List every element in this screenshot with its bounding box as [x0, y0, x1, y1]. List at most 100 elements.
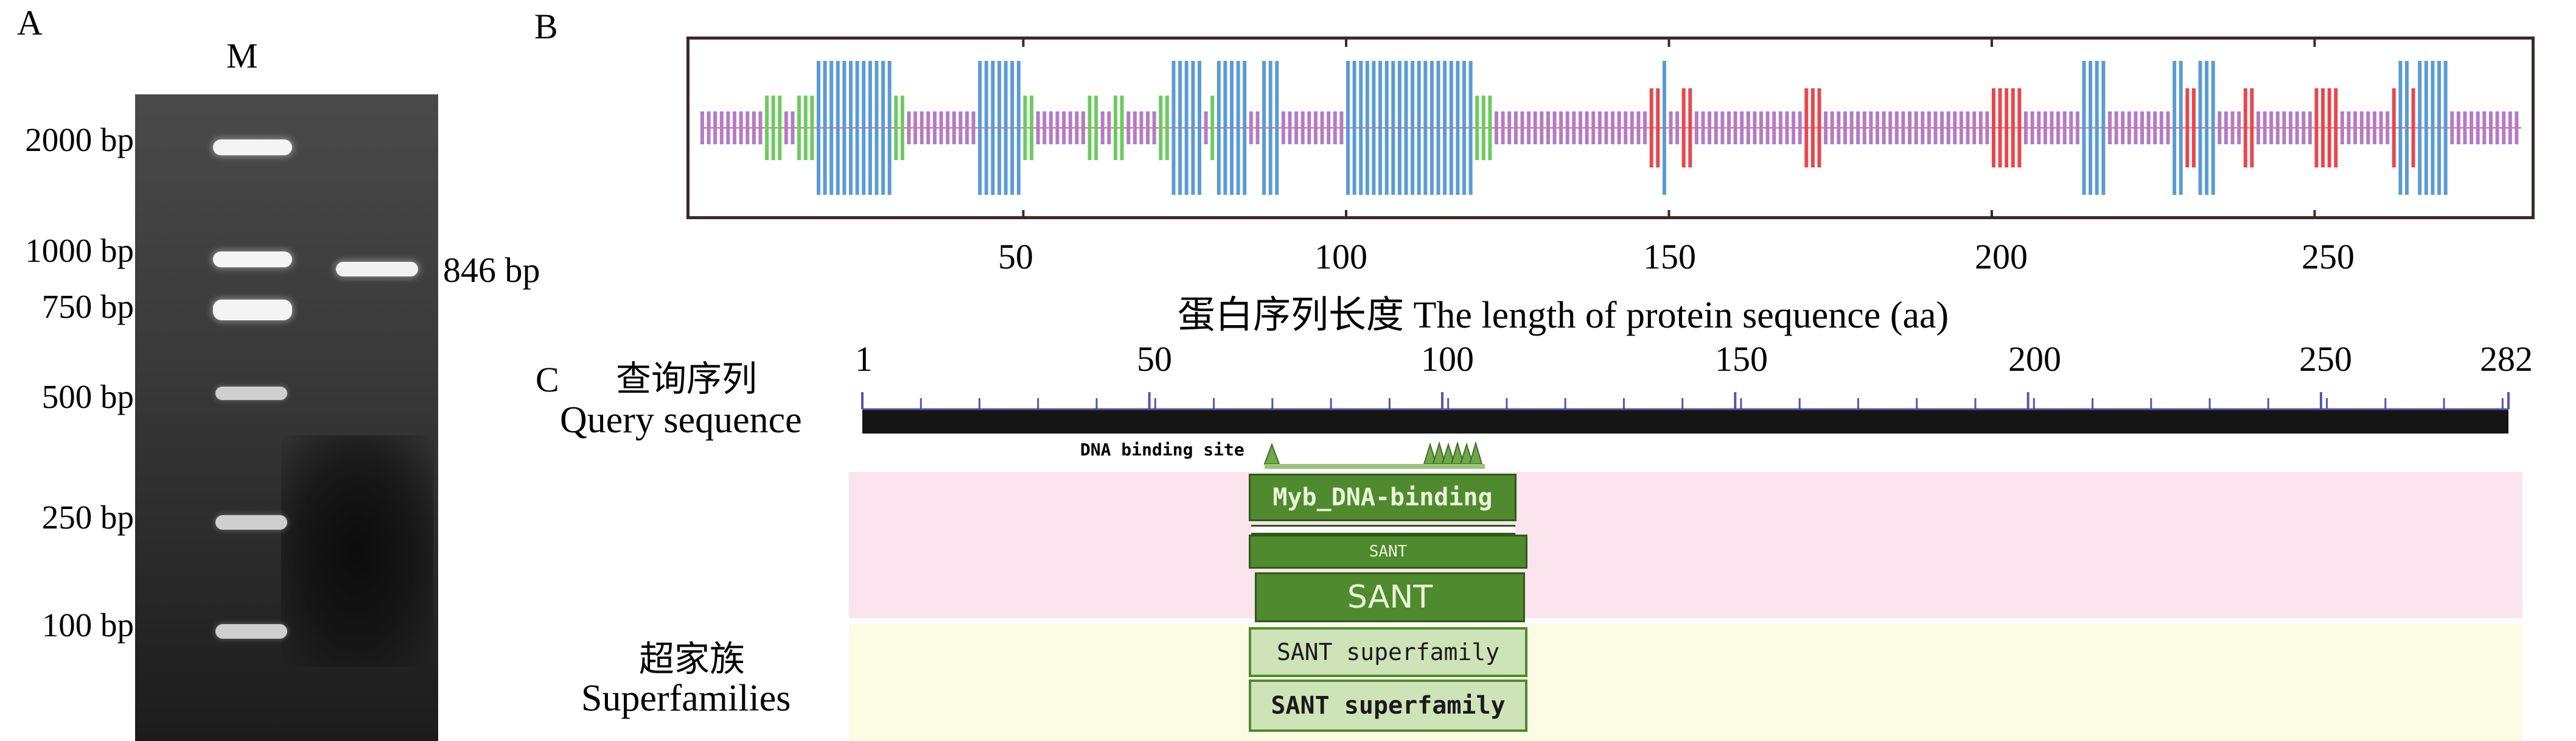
residue-bar [1320, 111, 1324, 144]
residue-bar [2237, 111, 2241, 144]
residue-bar [2405, 61, 2409, 195]
residue-bar [2114, 111, 2118, 144]
residue-bar [2269, 111, 2274, 144]
residue-bar [1300, 111, 1305, 144]
marker-label-500: 500 bp [41, 378, 134, 415]
residue-bar [1404, 61, 1408, 195]
residue-bar [2353, 111, 2358, 144]
residue-bar [2470, 111, 2474, 144]
residue-bar [1649, 88, 1653, 167]
residue-bar [1294, 111, 1299, 144]
residue-bar [1740, 111, 1744, 144]
panel-a-letter: A [17, 3, 43, 43]
panel-c-letter: C [536, 360, 559, 399]
ladder-band-250 [215, 515, 287, 530]
residue-bar [1559, 111, 1563, 144]
residue-bar [2476, 111, 2480, 144]
superfamily-label-cn: 超家族 [639, 638, 745, 680]
residue-bar [2205, 61, 2209, 195]
query-tick-50: 50 [1137, 339, 1172, 379]
residue-bar [2327, 88, 2331, 167]
residue-bar [1746, 111, 1750, 144]
residue-bar [1159, 96, 1163, 160]
residue-bar [1004, 61, 1008, 195]
residue-bar [1714, 111, 1718, 144]
sant-domain[interactable]: SANT [1255, 572, 1525, 622]
residue-bar [784, 111, 788, 144]
residue-bar [1908, 111, 1912, 144]
residue-bar [2392, 88, 2396, 167]
residue-bar [707, 111, 711, 144]
residue-bar [900, 96, 904, 160]
residue-bar [1513, 111, 1518, 144]
residue-bar [874, 61, 879, 195]
residue-bar [1255, 111, 1260, 144]
residue-bar [1727, 111, 1731, 144]
residue-bar [2334, 88, 2338, 167]
ladder-band-2000 [213, 139, 292, 155]
residue-bar [1869, 111, 1873, 144]
residue-bar [1346, 61, 1350, 195]
residue-bar [2140, 111, 2144, 144]
structure-svg [700, 40, 2521, 216]
residue-bar [1230, 61, 1234, 195]
residue-bar [2431, 61, 2435, 195]
residue-bar [913, 111, 918, 144]
residue-bar [1075, 111, 1079, 144]
residue-bar [2443, 61, 2448, 195]
residue-bar [1701, 111, 1705, 144]
residue-bar [1817, 88, 1821, 167]
residue-bar [2424, 61, 2428, 195]
residue-bar [1604, 111, 1608, 144]
query-label-cn: 查询序列 [616, 358, 758, 399]
residue-bar [1953, 111, 1957, 144]
residue-bar [1772, 111, 1776, 144]
myb-dna-binding-domain[interactable]: Myb_DNA-binding [1249, 474, 1517, 521]
query-tick-150: 150 [1715, 339, 1768, 379]
residue-bar [862, 61, 866, 195]
residue-bar [1456, 61, 1460, 195]
residue-bar [2340, 111, 2344, 144]
residue-bar [1436, 61, 1440, 195]
panel-b-tick-200: 200 [1975, 237, 2028, 276]
marker-label-2000: 2000 bp [25, 121, 134, 158]
residue-bar [1810, 88, 1815, 167]
residue-bar [733, 111, 736, 144]
sant-small-bar[interactable]: SANT [1249, 535, 1527, 569]
binding-site-markers [1263, 441, 1485, 469]
residue-bar [2218, 111, 2222, 144]
residue-bar [2159, 111, 2163, 144]
residue-bar [1481, 96, 1485, 160]
residue-bar [2359, 111, 2364, 144]
residue-bar [1978, 111, 1983, 144]
panel-b-tick-50: 50 [998, 237, 1033, 276]
residue-bar [2037, 111, 2041, 144]
panel-b-tick-250: 250 [2302, 237, 2354, 276]
residue-bar [1798, 111, 1802, 144]
residue-bar [797, 96, 801, 160]
residue-bar [1049, 111, 1053, 144]
residue-bar [2069, 111, 2073, 144]
residue-bar [2095, 61, 2099, 195]
residue-bar [2456, 111, 2460, 144]
panel-b-xlabel: 蛋白序列长度 The length of protein sequence (a… [1178, 295, 1949, 336]
query-tick-200: 200 [2008, 339, 2061, 379]
residue-bar [1423, 61, 1428, 195]
residue-bar [1114, 96, 1117, 160]
sant-superfamily-box-2[interactable]: SANT superfamily [1249, 680, 1527, 732]
residue-bar [2191, 88, 2196, 167]
residue-bar [2146, 111, 2151, 144]
ladder-band-1000 [213, 251, 292, 267]
residue-bar [1243, 61, 1247, 195]
residue-bar [2495, 111, 2499, 144]
residue-bar [1030, 96, 1034, 160]
residue-bar [1333, 111, 1337, 144]
sant-superfamily-box-1[interactable]: SANT superfamily [1249, 627, 1527, 677]
residue-bar [2056, 111, 2061, 144]
residue-bar [2243, 88, 2247, 167]
residue-bar [1365, 61, 1369, 195]
marker-label-1000: 1000 bp [25, 232, 134, 269]
sant-domain-label: SANT [1347, 579, 1433, 616]
residue-bar [984, 61, 988, 195]
query-tick-1: 1 [855, 339, 873, 379]
